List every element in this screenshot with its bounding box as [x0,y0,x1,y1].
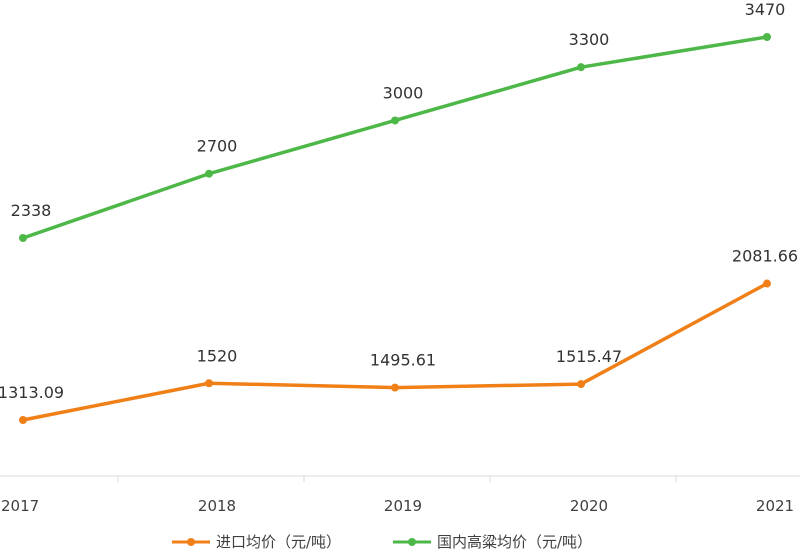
series-layer [19,33,771,424]
legend-marker [408,538,416,546]
x-tick-label: 2017 [1,497,39,515]
legend-marker [187,538,195,546]
legend: 进口均价（元/吨） 国内高粱均价（元/吨） [172,533,592,551]
data-labels: 1313.09 1520 1495.61 1515.47 2081.66 2338 2700… [0,0,798,402]
data-point [19,234,27,243]
x-axis: 2017 2018 2019 2020 2021 [0,475,800,515]
series-line [21,35,769,240]
data-point [205,379,213,388]
data-label: 3470 [745,0,786,19]
legend-label: 进口均价（元/吨） [216,533,341,551]
data-point [763,279,771,288]
data-label: 3000 [383,83,424,102]
legend-item: 进口均价（元/吨） [172,533,341,551]
data-label: 2338 [11,201,52,220]
data-label: 1520 [197,346,238,365]
data-label: 1515.47 [556,347,622,366]
data-label: 1313.09 [0,383,64,402]
data-label: 2700 [197,137,238,156]
legend-item: 国内高粱均价（元/吨） [393,533,592,551]
data-label: 3300 [569,30,610,49]
data-point [19,416,27,424]
x-tick-label: 2019 [384,497,422,515]
data-point [391,116,399,125]
x-tick-label: 2021 [756,497,794,515]
data-point [763,33,771,41]
data-point [205,169,213,178]
data-point [391,383,399,392]
x-tick-label: 2020 [570,497,608,515]
legend-label: 国内高粱均价（元/吨） [437,533,592,551]
data-point [577,380,585,389]
data-label: 1495.61 [370,351,436,370]
data-label: 2081.66 [732,247,798,266]
x-tick-label: 2018 [198,497,236,515]
data-point [577,63,585,72]
